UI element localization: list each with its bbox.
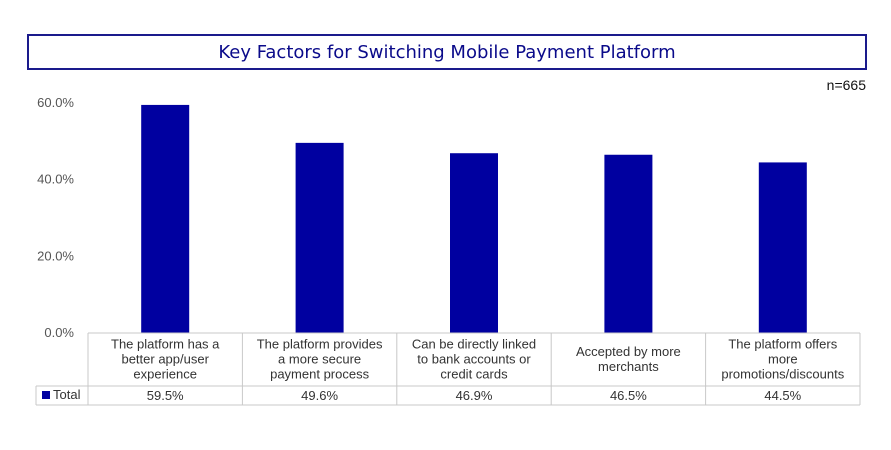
chart-title-box: Key Factors for Switching Mobile Payment…: [27, 34, 867, 70]
data-value-label: 46.5%: [610, 388, 647, 403]
category-label: The platform provides: [257, 337, 383, 352]
data-value-label: 49.6%: [301, 388, 338, 403]
category-label: Accepted by more: [576, 344, 681, 359]
category-label: payment process: [270, 367, 369, 382]
legend-label: Total: [53, 387, 81, 402]
y-tick-label: 0.0%: [44, 325, 74, 340]
data-value-label: 59.5%: [147, 388, 184, 403]
y-tick-label: 60.0%: [37, 95, 74, 110]
category-label: The platform has a: [111, 337, 220, 352]
bar: [295, 142, 344, 333]
legend-swatch: [42, 391, 50, 399]
bar: [450, 153, 498, 333]
bar: [758, 162, 807, 333]
bar: [604, 154, 653, 333]
category-label: more: [768, 352, 798, 367]
sample-size-note: n=665: [826, 77, 866, 93]
category-label: promotions/discounts: [721, 367, 844, 382]
category-label: to bank accounts or: [417, 352, 531, 367]
category-label: experience: [133, 367, 197, 382]
category-label: Can be directly linked: [412, 337, 536, 352]
category-label: The platform offers: [728, 337, 837, 352]
y-tick-label: 40.0%: [37, 172, 74, 187]
category-label: a more secure: [278, 352, 361, 367]
y-tick-label: 20.0%: [37, 248, 74, 263]
data-value-label: 46.9%: [456, 388, 493, 403]
category-label: better app/user: [121, 352, 209, 367]
bar: [141, 104, 190, 334]
category-label: merchants: [598, 359, 659, 374]
data-value-label: 44.5%: [764, 388, 801, 403]
category-label: credit cards: [440, 367, 508, 382]
chart-title: Key Factors for Switching Mobile Payment…: [218, 41, 676, 63]
